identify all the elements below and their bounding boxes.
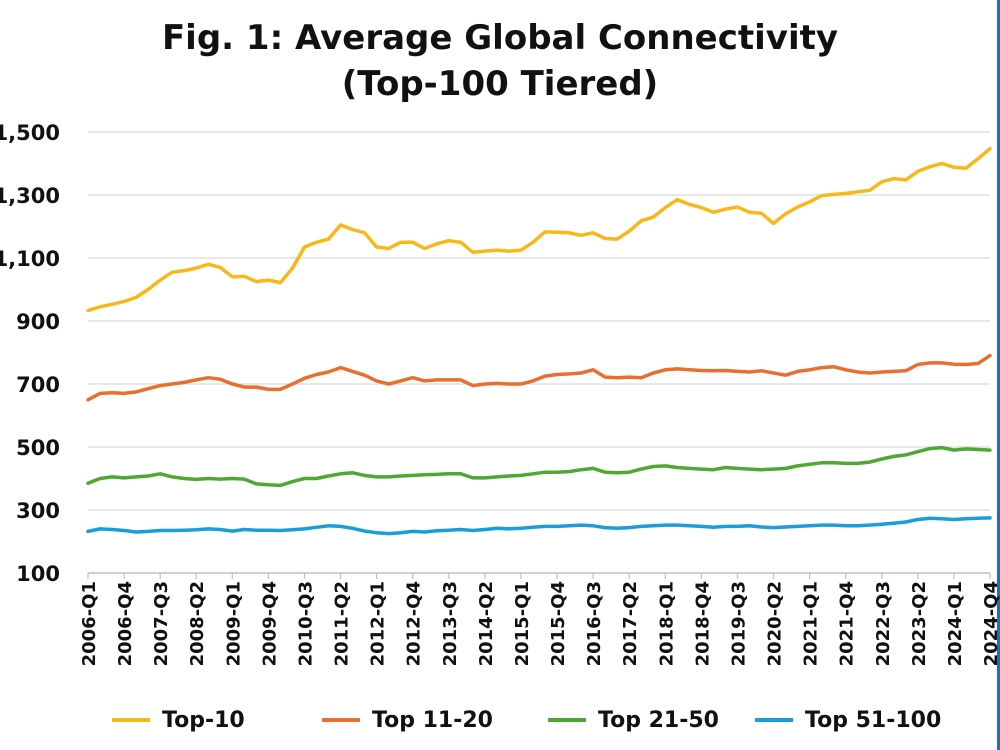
x-tick-label: 2009-Q4 [259,581,280,666]
legend-item-top-21-50: Top 21-50 [548,702,719,738]
legend-swatch [322,718,360,722]
y-tick-label: 1,500 [0,121,60,145]
series-line-top-51-100 [86,516,992,536]
x-tick-label: 2011-Q2 [332,581,353,666]
x-tick-label: 2018-Q1 [656,581,677,666]
legend-label: Top 11-20 [372,707,493,733]
x-tick-label: 2022-Q3 [873,581,894,666]
x-tick-label: 2006-Q4 [115,581,136,666]
x-tick-label: 2017-Q2 [620,581,641,666]
legend-item-top-51-100: Top 51-100 [755,702,941,738]
legend-swatch [112,718,150,722]
chart-subtitle: (Top-100 Tiered) [341,64,659,104]
x-tick-label: 2009-Q1 [223,581,244,666]
series-line-top-11-20 [86,353,992,402]
x-tick-label: 2023-Q2 [909,581,930,666]
x-tick-label: 2006-Q1 [79,581,100,666]
y-tick-label: 100 [16,562,60,586]
x-tick-label: 2012-Q1 [368,581,389,666]
x-tick-label: 2016-Q3 [584,581,605,666]
y-tick-label: 700 [16,373,60,397]
chart-legend: Top-10 Top 11-20 Top 21-50 Top 51-100 [0,702,1000,742]
x-tick-label: 2021-Q4 [837,581,858,666]
series-line-top-21-50 [86,445,992,488]
x-tick-label: 2013-Q3 [440,581,461,666]
legend-swatch [548,718,586,722]
x-tick-label: 2015-Q1 [512,581,533,666]
x-tick-label: 2007-Q3 [151,581,172,666]
legend-label: Top-10 [162,707,245,733]
x-tick-label: 2010-Q3 [295,581,316,666]
x-tick-label: 2012-Q4 [404,581,425,666]
x-tick-label: 2024-Q1 [945,581,966,666]
x-tick-label: 2014-Q2 [476,581,497,666]
y-tick-label: 1,100 [0,247,60,271]
x-tick-label: 2024-Q4 [981,581,1000,666]
legend-item-top-11-20: Top 11-20 [322,702,493,738]
series-line-top-10 [86,146,992,313]
legend-label: Top 21-50 [598,707,719,733]
legend-label: Top 51-100 [805,707,942,733]
x-tick-label: 2018-Q4 [692,581,713,666]
x-tick-label: 2008-Q2 [187,581,208,666]
x-tick-label: 2015-Q4 [548,581,569,666]
chart-title: Fig. 1: Average Global Connectivity [161,18,839,58]
legend-swatch [755,718,793,722]
x-tick-label: 2020-Q2 [765,581,786,666]
accent-bar [997,0,1000,750]
y-tick-label: 900 [16,310,60,334]
y-tick-label: 1,300 [0,184,60,208]
x-tick-label: 2019-Q3 [728,581,749,666]
y-tick-label: 300 [16,499,60,523]
legend-item-top-10: Top-10 [112,702,245,738]
y-tick-label: 500 [16,436,60,460]
x-tick-label: 2021-Q1 [801,581,822,666]
